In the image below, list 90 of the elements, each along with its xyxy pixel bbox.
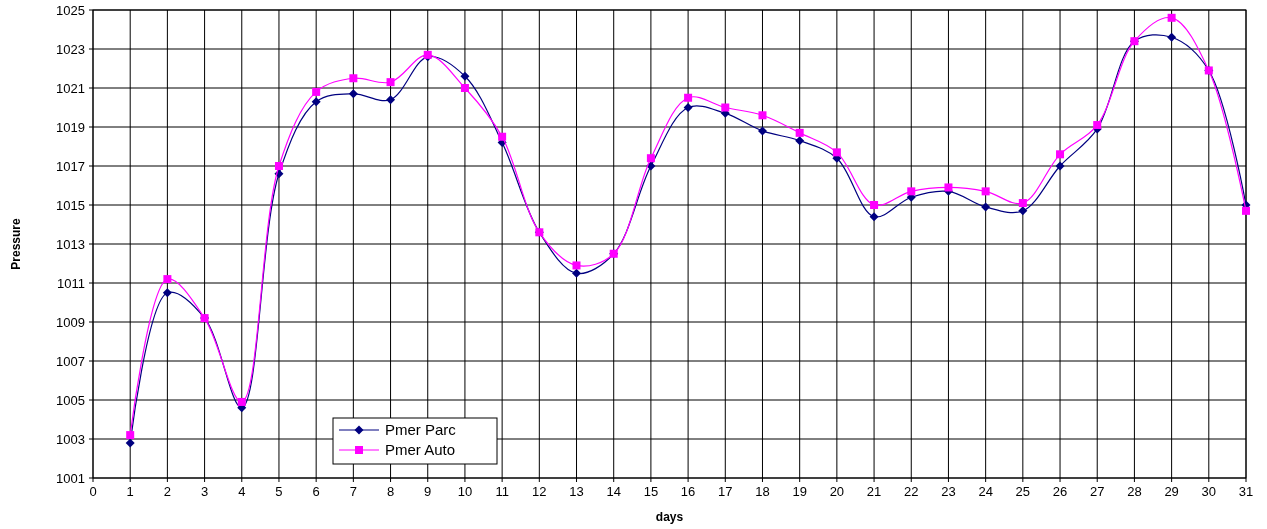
y-tick-label: 1021: [56, 80, 85, 96]
point: [460, 71, 470, 81]
x-tick-label: 7: [349, 484, 357, 499]
point: [944, 183, 953, 192]
point: [907, 187, 916, 196]
y-tick-label: 1003: [56, 431, 85, 447]
point: [572, 268, 582, 278]
x-tick-label: 15: [643, 484, 659, 499]
point: [1167, 13, 1176, 22]
point: [721, 103, 730, 112]
point: [1018, 206, 1028, 216]
point: [125, 438, 135, 448]
x-tick-label: 21: [866, 484, 882, 499]
point: [312, 87, 321, 96]
point: [757, 126, 767, 136]
y-tick-label: 1007: [56, 353, 85, 369]
y-tick-label: 1009: [56, 314, 85, 330]
point: [646, 154, 655, 163]
legend-label: Pmer Parc: [385, 421, 457, 438]
point: [1018, 199, 1027, 208]
x-tick-label: 30: [1201, 484, 1217, 499]
x-tick-label: 3: [200, 484, 209, 499]
x-tick-label: 28: [1127, 484, 1142, 499]
x-tick-label: 24: [978, 484, 993, 499]
point: [646, 161, 656, 171]
point: [981, 202, 991, 212]
point: [311, 97, 321, 107]
x-tick-label: 13: [569, 484, 584, 499]
point: [126, 431, 135, 440]
point: [274, 162, 283, 170]
point: [870, 201, 879, 209]
y-tick-label: 1025: [56, 2, 85, 18]
legend-label: Pmer Auto: [385, 441, 456, 458]
x-tick-label: 26: [1052, 484, 1068, 499]
point: [237, 397, 246, 406]
y-tick-label: 1015: [56, 197, 85, 213]
point: [349, 74, 358, 83]
point: [163, 275, 172, 284]
y-tick-label: 1005: [56, 392, 85, 408]
x-tick-label: 29: [1164, 484, 1179, 499]
y-tick-label: 1023: [56, 41, 85, 57]
x-axis-title: days: [655, 510, 684, 524]
point: [348, 89, 358, 99]
point: [981, 187, 990, 196]
point: [795, 136, 805, 146]
x-tick-label: 11: [495, 484, 509, 499]
point: [1056, 150, 1065, 159]
point: [498, 132, 507, 141]
point: [795, 128, 804, 137]
x-tick-label: 2: [163, 484, 171, 499]
x-tick-label: 16: [680, 484, 696, 499]
point: [1242, 206, 1250, 215]
point: [869, 212, 879, 222]
x-tick-label: 27: [1089, 484, 1105, 499]
x-tick-label: 6: [312, 484, 320, 499]
x-tick-label: 1: [126, 484, 134, 499]
y-tick-label: 1013: [56, 236, 85, 252]
x-tick-label: 31: [1238, 484, 1254, 499]
point: [1055, 161, 1065, 171]
x-tick-label: 12: [532, 484, 547, 499]
x-tick-label: 0: [89, 484, 97, 499]
y-tick-label: 1019: [56, 119, 85, 135]
x-tick-label: 8: [386, 484, 395, 499]
x-tick-label: 19: [792, 484, 807, 499]
x-tick-label: 23: [941, 484, 956, 499]
point: [386, 95, 396, 105]
y-tick-label: 1011: [57, 275, 85, 291]
point: [1093, 121, 1102, 130]
x-tick-label: 4: [238, 484, 246, 499]
x-tick-label: 22: [904, 484, 919, 499]
x-tick-label: 9: [424, 484, 432, 499]
point: [1167, 32, 1177, 42]
y-tick-label: 1017: [56, 158, 85, 174]
x-tick-label: 10: [457, 484, 473, 499]
y-tick-label: 1001: [56, 470, 85, 486]
point: [572, 261, 581, 270]
x-tick-label: 14: [606, 484, 621, 499]
x-tick-label: 18: [755, 484, 770, 499]
x-tick-label: 17: [718, 484, 733, 499]
x-tick-label: 25: [1015, 484, 1031, 499]
point: [684, 93, 693, 102]
point: [758, 111, 767, 120]
point: [683, 103, 693, 112]
y-axis-title: Pressure: [9, 217, 23, 270]
point: [386, 78, 395, 87]
x-tick-label: 5: [275, 484, 283, 499]
x-tick-label: 20: [829, 484, 845, 499]
point: [460, 84, 469, 92]
point: [832, 148, 841, 157]
point: [162, 288, 172, 298]
